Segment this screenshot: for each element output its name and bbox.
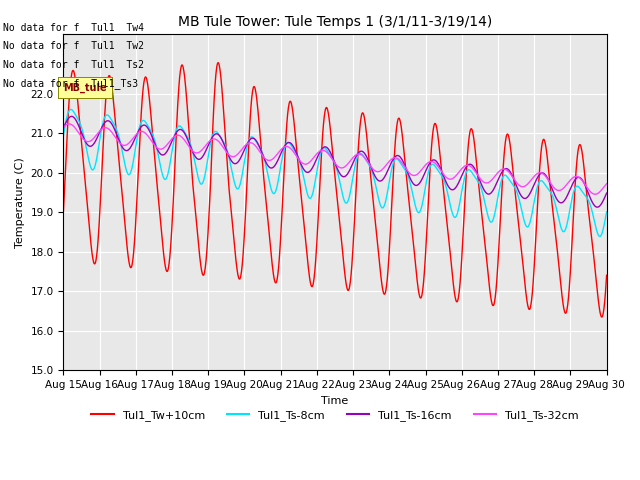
Tul1_Tw+10cm bbox=[214, 60, 222, 66]
Tul1_Ts-32cm bbox=[60, 124, 67, 130]
Text: No data for f  Tul1  Tw2: No data for f Tul1 Tw2 bbox=[3, 41, 144, 51]
Tul1_Tw+10cm bbox=[491, 299, 499, 305]
Tul1_Ts-16cm bbox=[168, 140, 175, 145]
Tul1_Ts-16cm bbox=[241, 145, 249, 151]
Tul1_Ts-8cm bbox=[168, 152, 175, 158]
Tul1_Tw+10cm bbox=[603, 272, 611, 278]
Tul1_Tw+10cm bbox=[60, 209, 67, 215]
Tul1_Ts-16cm bbox=[491, 185, 499, 191]
Tul1_Tw+10cm bbox=[241, 214, 249, 219]
Title: MB Tule Tower: Tule Temps 1 (3/1/11-3/19/14): MB Tule Tower: Tule Temps 1 (3/1/11-3/19… bbox=[178, 15, 492, 29]
Line: Tul1_Ts-8cm: Tul1_Ts-8cm bbox=[63, 109, 607, 237]
Tul1_Ts-16cm bbox=[539, 170, 547, 176]
Tul1_Ts-32cm bbox=[603, 181, 611, 187]
Tul1_Ts-8cm bbox=[60, 133, 67, 139]
Tul1_Ts-32cm bbox=[241, 143, 249, 148]
Tul1_Ts-8cm bbox=[67, 107, 75, 112]
Tul1_Ts-8cm bbox=[420, 195, 428, 201]
Tul1_Ts-8cm bbox=[180, 129, 188, 135]
Tul1_Ts-32cm bbox=[539, 170, 547, 176]
Tul1_Ts-8cm bbox=[241, 153, 249, 159]
Tul1_Ts-8cm bbox=[603, 209, 611, 215]
Text: MB_tule: MB_tule bbox=[63, 83, 107, 93]
Tul1_Ts-16cm bbox=[603, 190, 611, 196]
Tul1_Ts-32cm bbox=[491, 174, 499, 180]
Text: No data for f  Tul1  Tw4: No data for f Tul1 Tw4 bbox=[3, 23, 144, 33]
Tul1_Ts-16cm bbox=[420, 173, 428, 179]
Text: No data for f  Tul1  Ts2: No data for f Tul1 Ts2 bbox=[3, 60, 144, 70]
Y-axis label: Temperature (C): Temperature (C) bbox=[15, 157, 25, 248]
Tul1_Ts-32cm bbox=[591, 192, 599, 197]
Tul1_Ts-16cm bbox=[60, 125, 67, 131]
Tul1_Tw+10cm bbox=[420, 279, 428, 285]
Tul1_Ts-8cm bbox=[596, 234, 604, 240]
Tul1_Tw+10cm bbox=[539, 139, 547, 145]
Tul1_Ts-32cm bbox=[180, 137, 188, 143]
Text: No data for f  Tul1_Ts3: No data for f Tul1_Ts3 bbox=[3, 78, 138, 89]
X-axis label: Time: Time bbox=[321, 396, 349, 406]
Tul1_Tw+10cm bbox=[598, 314, 605, 320]
Line: Tul1_Tw+10cm: Tul1_Tw+10cm bbox=[63, 63, 607, 317]
Line: Tul1_Ts-32cm: Tul1_Ts-32cm bbox=[63, 124, 607, 194]
Tul1_Ts-32cm bbox=[420, 165, 428, 170]
Tul1_Tw+10cm bbox=[167, 239, 175, 244]
Tul1_Ts-32cm bbox=[168, 137, 175, 143]
Line: Tul1_Ts-16cm: Tul1_Ts-16cm bbox=[63, 116, 607, 207]
Tul1_Ts-16cm bbox=[593, 204, 601, 210]
Legend: Tul1_Tw+10cm, Tul1_Ts-8cm, Tul1_Ts-16cm, Tul1_Ts-32cm: Tul1_Tw+10cm, Tul1_Ts-8cm, Tul1_Ts-16cm,… bbox=[87, 406, 583, 425]
Tul1_Tw+10cm bbox=[180, 71, 188, 76]
Tul1_Ts-32cm bbox=[65, 121, 73, 127]
Tul1_Ts-16cm bbox=[180, 131, 188, 136]
Tul1_Ts-16cm bbox=[68, 113, 76, 119]
Tul1_Ts-8cm bbox=[539, 179, 547, 184]
Tul1_Ts-8cm bbox=[491, 212, 499, 217]
